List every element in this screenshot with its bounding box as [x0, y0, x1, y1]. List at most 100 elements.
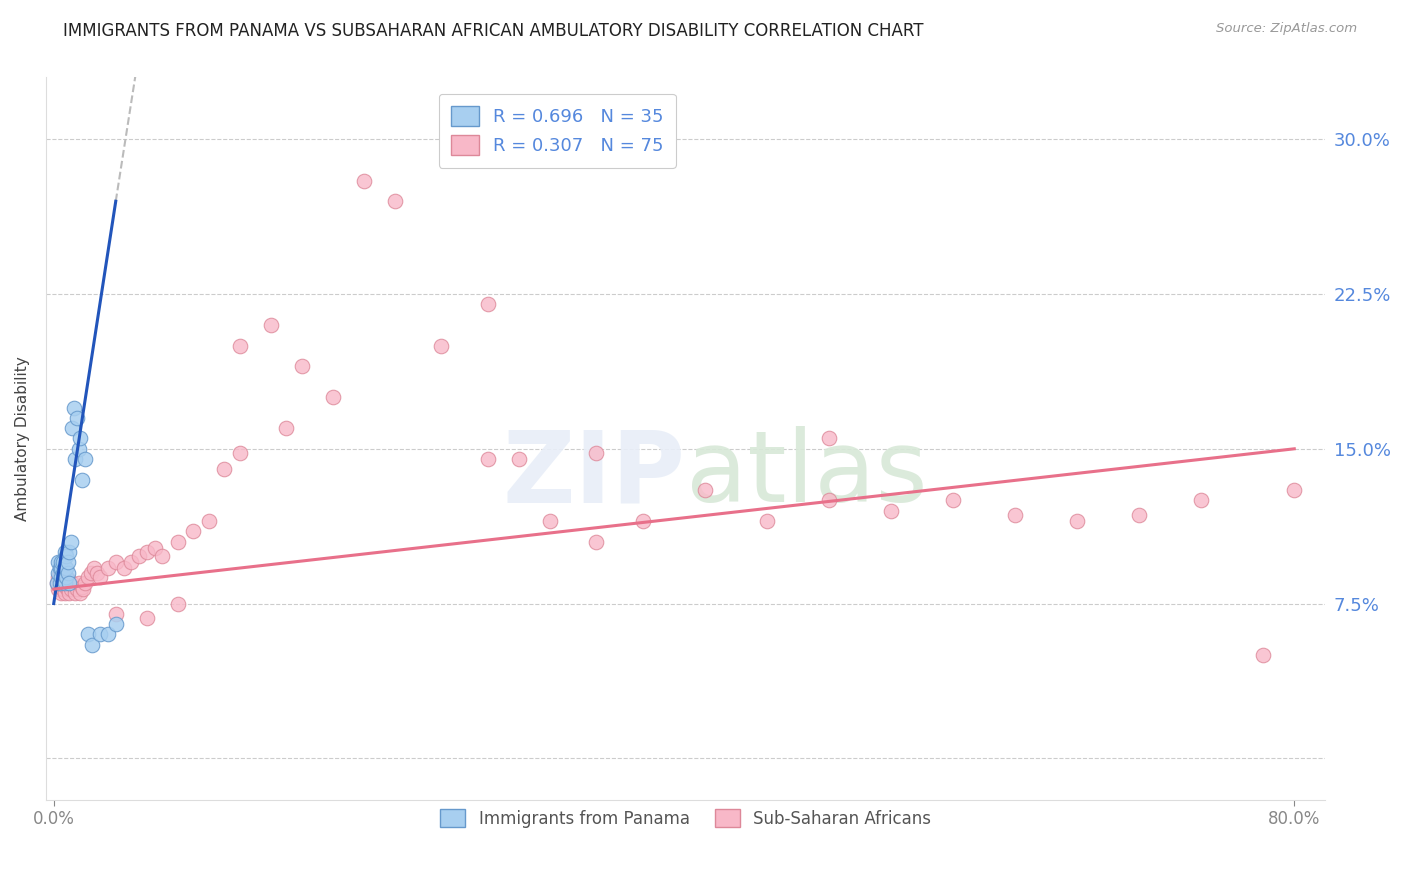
Point [86, 566, 108, 580]
Point [70, 473, 93, 487]
Point [52, 575, 75, 590]
Point [1004, 508, 1026, 522]
Point [53, 586, 76, 600]
Point [260, 318, 283, 332]
Point [585, 534, 607, 549]
Point [53, 561, 76, 575]
Point [1284, 483, 1306, 497]
Point [58, 545, 80, 559]
Point [150, 549, 173, 563]
Point [83, 561, 105, 575]
Point [66, 410, 89, 425]
Point [82, 638, 104, 652]
Point [276, 421, 298, 435]
Point [59, 582, 82, 596]
Point [880, 504, 903, 518]
Point [585, 446, 607, 460]
Legend: Immigrants from Panama, Sub-Saharan Africans: Immigrants from Panama, Sub-Saharan Afri… [433, 803, 938, 835]
Point [56, 572, 79, 586]
Point [128, 549, 150, 563]
Point [55, 570, 77, 584]
Point [214, 462, 236, 476]
Point [1066, 514, 1088, 528]
Point [51, 572, 73, 586]
Point [59, 534, 82, 549]
Point [63, 580, 86, 594]
Point [49, 566, 72, 580]
Text: IMMIGRANTS FROM PANAMA VS SUBSAHARAN AFRICAN AMBULATORY DISABILITY CORRELATION C: IMMIGRANTS FROM PANAMA VS SUBSAHARAN AFR… [63, 22, 924, 40]
Point [52, 555, 75, 569]
Point [1251, 648, 1274, 662]
Point [67, 442, 90, 456]
Point [477, 452, 499, 467]
Point [55, 549, 77, 563]
Point [104, 617, 127, 632]
Point [56, 555, 79, 569]
Point [477, 297, 499, 311]
Point [942, 493, 965, 508]
Point [49, 561, 72, 575]
Point [322, 390, 344, 404]
Point [70, 580, 93, 594]
Point [49, 575, 72, 590]
Text: ZIP: ZIP [503, 426, 686, 523]
Point [291, 359, 314, 374]
Point [69, 432, 91, 446]
Point [48, 582, 70, 596]
Point [112, 561, 135, 575]
Point [97, 627, 120, 641]
Point [73, 575, 96, 590]
Point [181, 524, 204, 539]
Point [69, 586, 91, 600]
Point [63, 401, 86, 415]
Point [58, 575, 80, 590]
Point [229, 338, 252, 352]
Y-axis label: Ambulatory Disability: Ambulatory Disability [15, 356, 30, 521]
Point [45, 575, 67, 590]
Point [55, 580, 77, 594]
Point [45, 575, 67, 590]
Point [48, 566, 70, 580]
Point [76, 627, 98, 641]
Point [66, 582, 89, 596]
Point [229, 446, 252, 460]
Point [51, 561, 73, 575]
Point [48, 570, 70, 584]
Point [104, 607, 127, 621]
Point [67, 575, 90, 590]
Point [198, 514, 221, 528]
Point [53, 545, 76, 559]
Point [89, 570, 111, 584]
Point [51, 555, 73, 569]
Point [631, 514, 654, 528]
Point [52, 572, 75, 586]
Point [72, 582, 94, 596]
Point [52, 582, 75, 596]
Point [120, 555, 142, 569]
Text: Source: ZipAtlas.com: Source: ZipAtlas.com [1216, 22, 1357, 36]
Point [693, 483, 716, 497]
Point [166, 534, 188, 549]
Point [80, 566, 103, 580]
Point [166, 597, 188, 611]
Point [58, 586, 80, 600]
Point [384, 194, 406, 209]
Point [104, 555, 127, 569]
Point [143, 541, 166, 555]
Point [55, 561, 77, 575]
Point [756, 514, 779, 528]
Point [135, 545, 157, 559]
Text: atlas: atlas [686, 426, 927, 523]
Point [48, 555, 70, 569]
Point [52, 566, 75, 580]
Point [135, 611, 157, 625]
Point [430, 338, 453, 352]
Point [58, 575, 80, 590]
Point [56, 582, 79, 596]
Point [73, 452, 96, 467]
Point [53, 575, 76, 590]
Point [55, 575, 77, 590]
Point [65, 452, 87, 467]
Point [818, 493, 841, 508]
Point [56, 566, 79, 580]
